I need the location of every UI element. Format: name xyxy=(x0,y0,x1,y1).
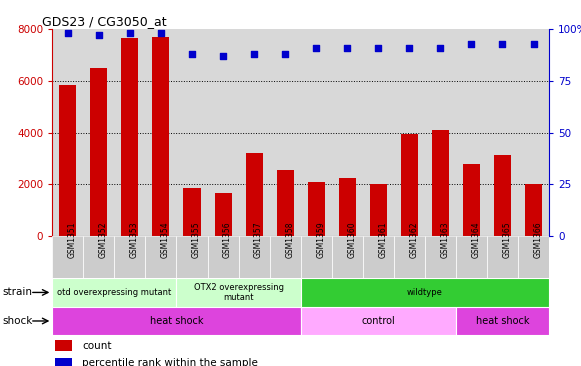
Bar xyxy=(456,307,549,335)
Bar xyxy=(425,236,456,278)
Text: count: count xyxy=(82,341,112,351)
Bar xyxy=(301,236,332,278)
Text: otd overexpressing mutant: otd overexpressing mutant xyxy=(58,288,171,297)
Bar xyxy=(363,236,394,278)
Text: GSM1351: GSM1351 xyxy=(68,221,77,258)
Bar xyxy=(152,37,170,236)
Point xyxy=(187,51,196,57)
Text: shock: shock xyxy=(3,316,33,326)
Bar xyxy=(55,358,72,366)
Text: GSM1361: GSM1361 xyxy=(378,221,388,258)
Point xyxy=(436,45,445,51)
Text: GSM1366: GSM1366 xyxy=(533,221,543,258)
Text: GSM1365: GSM1365 xyxy=(503,221,511,258)
Bar xyxy=(90,68,107,236)
Point xyxy=(249,51,259,57)
Bar xyxy=(394,236,425,278)
Point xyxy=(343,45,352,51)
Point xyxy=(156,30,166,36)
Bar xyxy=(456,236,487,278)
Bar xyxy=(301,278,549,307)
Bar xyxy=(52,278,177,307)
Bar xyxy=(277,170,293,236)
Text: GDS23 / CG3050_at: GDS23 / CG3050_at xyxy=(42,15,167,28)
Point xyxy=(125,30,135,36)
Bar xyxy=(145,236,177,278)
Bar xyxy=(184,188,200,236)
Text: heat shock: heat shock xyxy=(476,316,529,326)
Point xyxy=(94,33,103,38)
Point xyxy=(281,51,290,57)
Bar xyxy=(401,134,418,236)
Bar xyxy=(246,153,263,236)
Text: GSM1359: GSM1359 xyxy=(316,221,325,258)
Point xyxy=(218,53,228,59)
Point xyxy=(311,45,321,51)
Text: GSM1354: GSM1354 xyxy=(161,221,170,258)
Bar xyxy=(214,193,232,236)
Bar xyxy=(432,130,449,236)
Text: GSM1355: GSM1355 xyxy=(192,221,201,258)
Bar xyxy=(339,178,356,236)
Text: GSM1353: GSM1353 xyxy=(130,221,139,258)
Text: GSM1362: GSM1362 xyxy=(410,221,418,258)
Text: GSM1360: GSM1360 xyxy=(347,221,356,258)
Bar xyxy=(525,184,542,236)
Bar xyxy=(83,236,114,278)
Bar xyxy=(177,236,207,278)
Bar xyxy=(207,236,239,278)
Text: percentile rank within the sample: percentile rank within the sample xyxy=(82,358,258,366)
Text: GSM1352: GSM1352 xyxy=(99,221,108,258)
Bar xyxy=(270,236,301,278)
Bar xyxy=(332,236,363,278)
Text: GSM1356: GSM1356 xyxy=(223,221,232,258)
Bar xyxy=(370,184,387,236)
Bar xyxy=(308,182,325,236)
Bar xyxy=(52,236,83,278)
Bar xyxy=(52,307,301,335)
Text: control: control xyxy=(361,316,395,326)
Point xyxy=(63,30,73,36)
Text: GSM1357: GSM1357 xyxy=(254,221,263,258)
Text: strain: strain xyxy=(3,287,33,298)
Bar xyxy=(494,155,511,236)
Point xyxy=(374,45,383,51)
Bar xyxy=(239,236,270,278)
Bar xyxy=(177,278,301,307)
Bar xyxy=(114,236,145,278)
Text: GSM1363: GSM1363 xyxy=(440,221,449,258)
Text: OTX2 overexpressing
mutant: OTX2 overexpressing mutant xyxy=(193,283,284,302)
Bar xyxy=(487,236,518,278)
Text: wildtype: wildtype xyxy=(407,288,443,297)
Point xyxy=(498,41,507,47)
Bar xyxy=(463,164,480,236)
Bar xyxy=(55,340,72,351)
Point xyxy=(405,45,414,51)
Bar xyxy=(518,236,549,278)
Text: GSM1364: GSM1364 xyxy=(471,221,480,258)
Text: GSM1358: GSM1358 xyxy=(285,221,294,258)
Point xyxy=(467,41,476,47)
Text: heat shock: heat shock xyxy=(150,316,203,326)
Bar xyxy=(301,307,456,335)
Bar xyxy=(59,85,76,236)
Bar xyxy=(121,38,138,236)
Point xyxy=(529,41,538,47)
